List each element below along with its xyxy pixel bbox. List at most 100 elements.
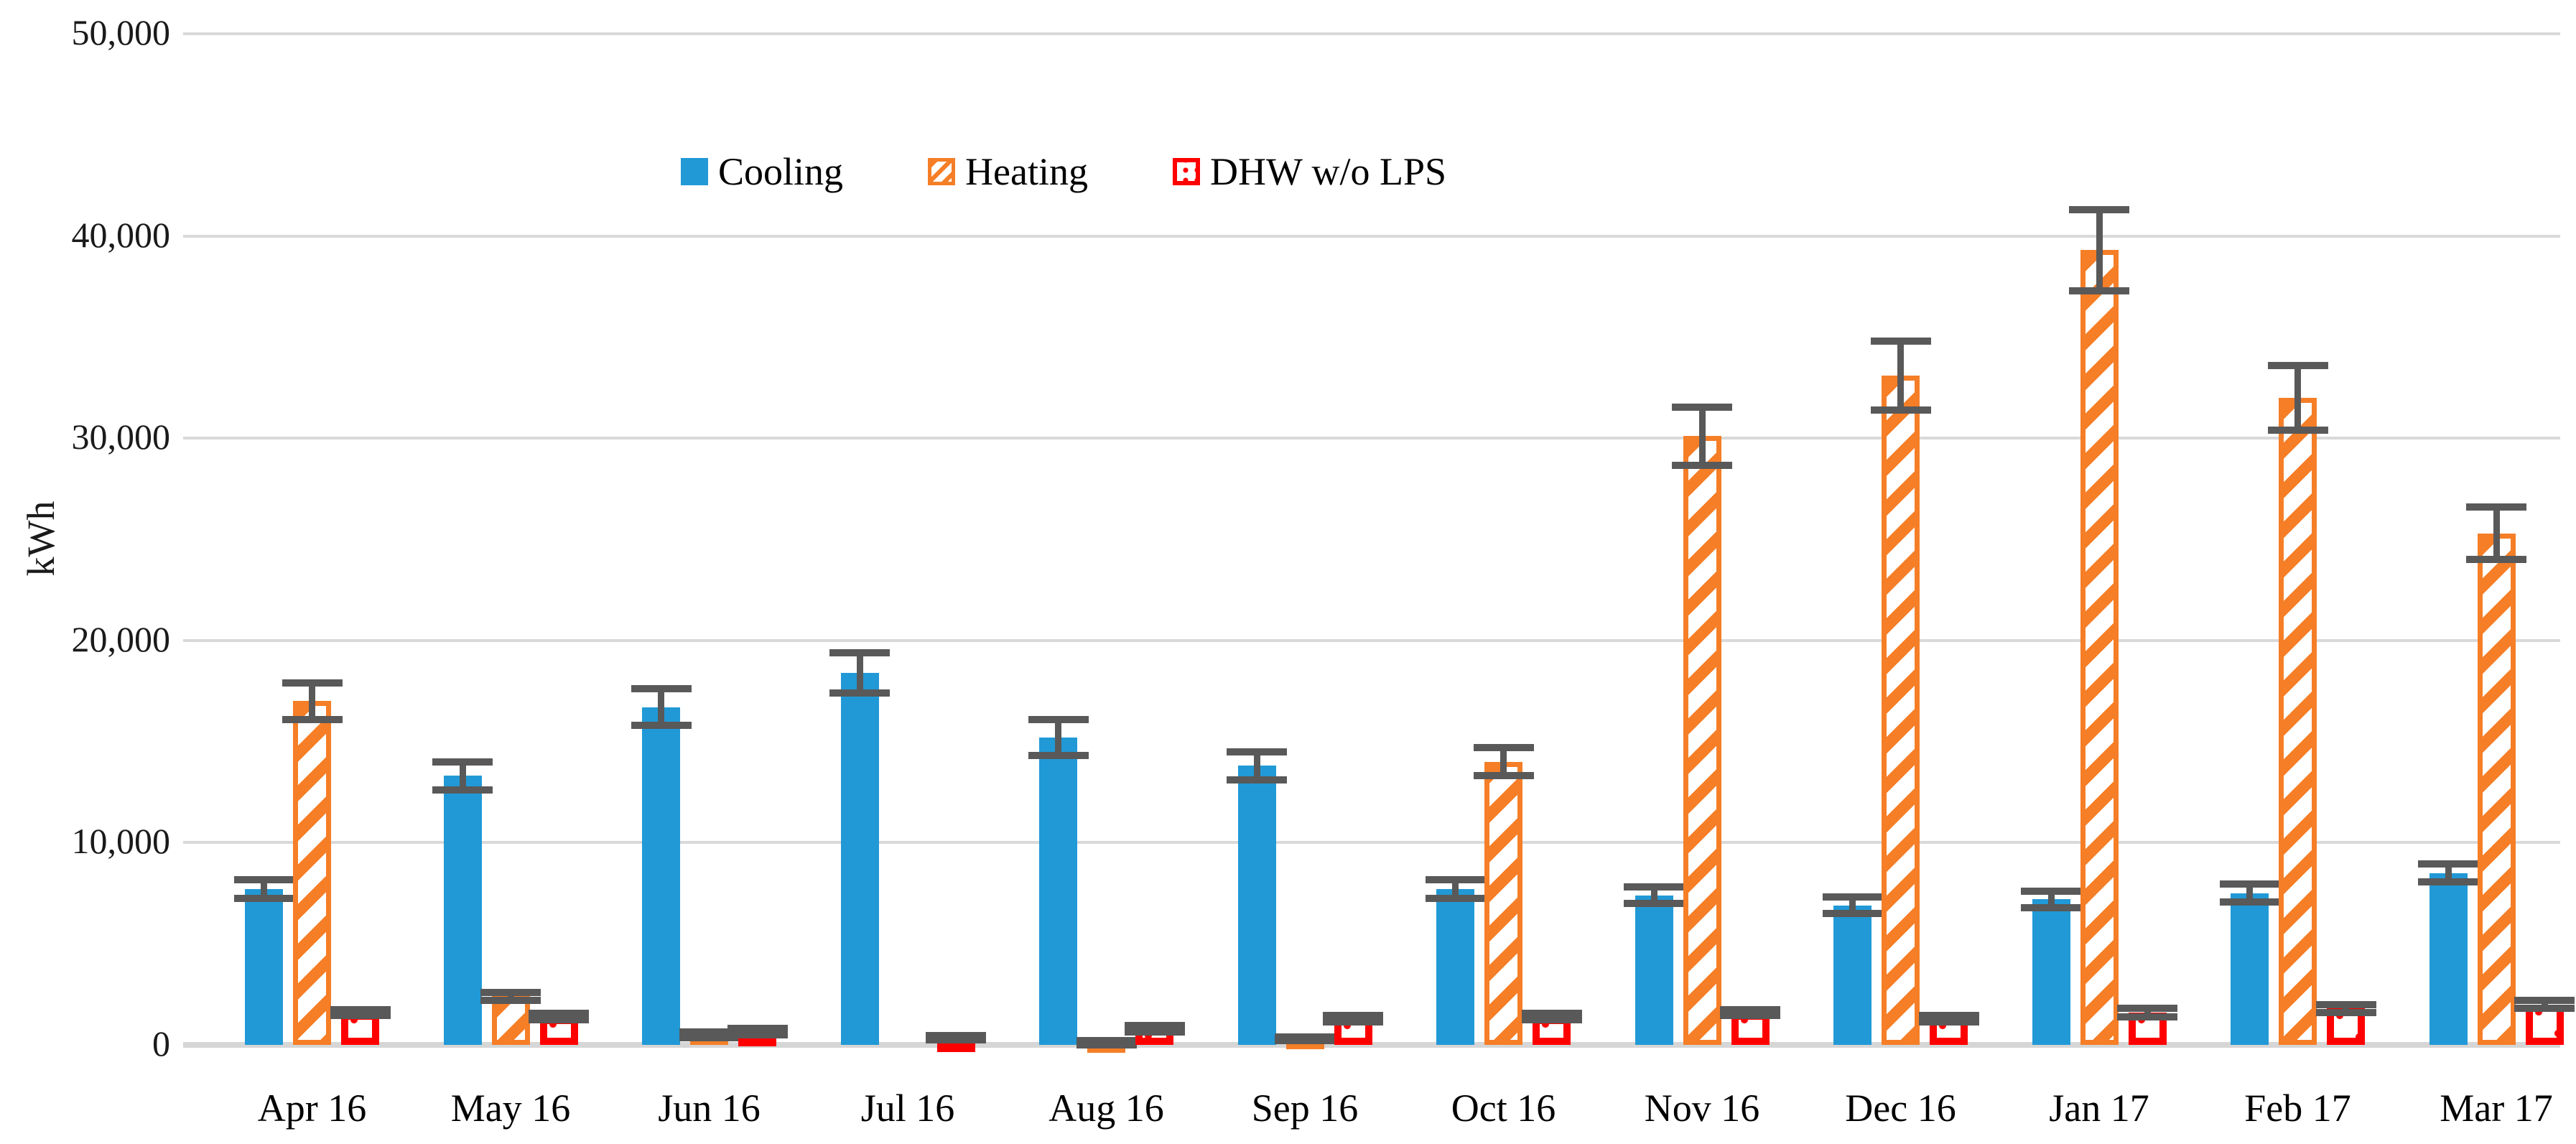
y-tick-label: 20,000 — [71, 618, 171, 659]
error-bar — [856, 652, 863, 693]
x-axis-label: Jun 16 — [658, 1087, 761, 1130]
error-bar-cap — [330, 1012, 391, 1020]
error-bar-cap — [2514, 1005, 2575, 1013]
bar-cooling-sep-16 — [1237, 766, 1276, 1045]
bar-cooling-feb-17 — [2231, 893, 2269, 1045]
error-bar-cap — [1124, 1028, 1185, 1036]
legend-item-dhw: DHW w/o LPS — [1172, 150, 1447, 193]
error-bar-cap — [1028, 715, 1089, 723]
error-bar — [2445, 863, 2452, 883]
bar-heating-nov-16 — [1683, 436, 1721, 1045]
error-bar-cap — [330, 1005, 391, 1013]
x-axis-label: Feb 17 — [2244, 1087, 2351, 1130]
x-axis-label: Apr 16 — [257, 1087, 367, 1130]
error-bar — [1698, 406, 1706, 466]
error-bar-cap — [233, 894, 294, 902]
bar-cooling-jun-16 — [642, 707, 680, 1045]
error-bar-cap — [679, 1034, 740, 1042]
error-bar — [2343, 1004, 2349, 1013]
error-bar-cap — [631, 685, 692, 693]
error-bar — [309, 682, 315, 720]
error-bar — [1055, 719, 1061, 756]
error-bar — [2047, 890, 2055, 908]
bar-heating-dec-16 — [1882, 375, 1920, 1045]
error-bar-cap — [2418, 860, 2478, 868]
error-bar-cap — [1918, 1018, 1979, 1026]
legend-swatch-cooling-icon — [681, 158, 708, 185]
error-bar-cap — [1822, 893, 1883, 901]
error-bar-cap — [1323, 1012, 1383, 1020]
bar-dhw-sep-16 — [1334, 1018, 1372, 1045]
error-bar-cap — [2466, 556, 2526, 564]
bar-cooling-apr-16 — [245, 889, 283, 1045]
error-bar — [1650, 887, 1657, 903]
chart-legend: Cooling Heating DHW w/o LPS — [681, 152, 1446, 191]
y-axis-title: kWh — [19, 501, 62, 577]
x-axis-label: Oct 16 — [1451, 1087, 1556, 1130]
bar-cooling-dec-16 — [1833, 905, 1871, 1045]
error-bar-cap — [1323, 1018, 1383, 1026]
error-bar-cap — [233, 876, 294, 884]
error-bar-cap — [2069, 205, 2129, 213]
error-bar-cap — [2466, 503, 2526, 511]
error-bar-cap — [1124, 1022, 1185, 1030]
gridline — [183, 437, 2560, 440]
bar-heating-may-16 — [491, 996, 530, 1045]
error-bar-cap — [1624, 883, 1684, 891]
error-bar-cap — [926, 1032, 986, 1040]
error-bar-cap — [2315, 1000, 2376, 1008]
error-bar-cap — [2219, 880, 2280, 888]
error-bar-cap — [1720, 1012, 1780, 1020]
y-tick-label: 10,000 — [71, 821, 171, 862]
bar-cooling-mar-17 — [2429, 873, 2468, 1045]
y-tick-label: 0 — [152, 1023, 170, 1064]
legend-item-cooling: Cooling — [681, 152, 843, 191]
legend-swatch-dhw-icon — [1172, 158, 1200, 185]
error-bar — [2294, 365, 2301, 430]
error-bar-cap — [1425, 876, 1486, 884]
error-bar-cap — [2069, 287, 2129, 294]
legend-label: Cooling — [718, 150, 844, 193]
error-bar-cap — [1076, 1037, 1137, 1045]
error-bar-cap — [529, 1010, 589, 1018]
error-bar — [658, 689, 664, 726]
x-axis-label: Jul 16 — [860, 1087, 955, 1130]
error-bar — [2541, 1000, 2548, 1009]
error-bar-cap — [1275, 1033, 1335, 1041]
error-bar-cap — [2117, 1005, 2177, 1013]
error-bar-cap — [1918, 1012, 1979, 1020]
x-axis-label: Jan 17 — [2049, 1087, 2149, 1130]
error-bar-cap — [1672, 462, 1732, 470]
error-bar-cap — [1521, 1010, 1582, 1018]
error-bar-cap — [829, 648, 890, 656]
error-bar-cap — [2021, 887, 2081, 895]
error-bar-cap — [2021, 903, 2081, 911]
error-bar-cap — [1227, 776, 1287, 784]
error-bar-cap — [2418, 878, 2478, 886]
legend-swatch-heating-icon — [928, 158, 956, 185]
gridline — [183, 638, 2560, 642]
legend-label: Heating — [965, 150, 1088, 193]
y-tick-label: 30,000 — [71, 417, 171, 457]
error-bar-cap — [1870, 406, 1931, 414]
error-bar-cap — [529, 1015, 589, 1023]
error-bar — [1452, 880, 1459, 898]
bar-cooling-nov-16 — [1635, 895, 1673, 1045]
error-bar-cap — [2219, 898, 2280, 906]
error-bar-cap — [2117, 1013, 2177, 1020]
error-bar — [2246, 884, 2253, 903]
error-bar-cap — [727, 1031, 788, 1038]
error-bar-cap — [480, 997, 541, 1005]
error-bar-cap — [1076, 1041, 1137, 1048]
error-bar-cap — [1521, 1015, 1582, 1023]
x-axis-label: May 16 — [450, 1087, 571, 1130]
error-bar — [1500, 748, 1507, 776]
legend-label: DHW w/o LPS — [1209, 150, 1447, 193]
error-bar-cap — [1473, 744, 1534, 752]
error-bar-cap — [432, 758, 493, 766]
error-bar-cap — [679, 1028, 740, 1036]
error-bar — [2096, 209, 2103, 291]
error-bar — [1849, 897, 1856, 913]
gridline — [183, 841, 2560, 845]
